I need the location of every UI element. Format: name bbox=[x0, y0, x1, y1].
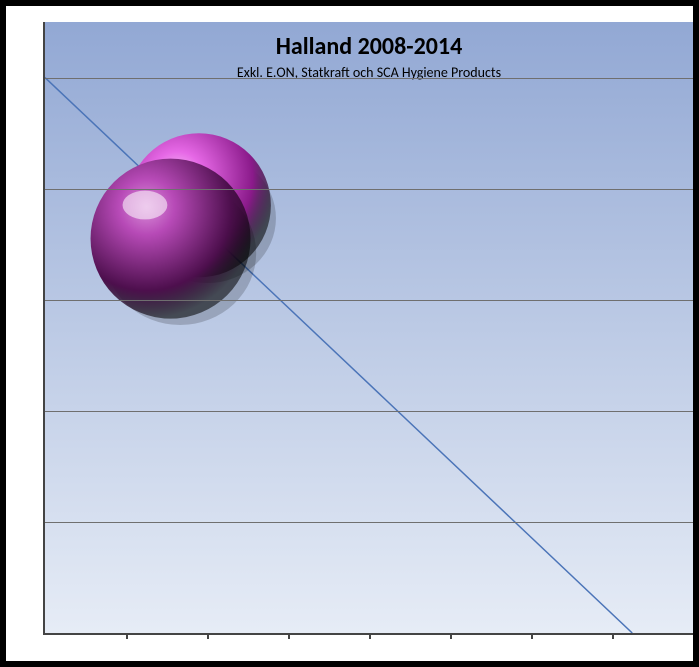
gridline bbox=[45, 189, 693, 190]
chart-svg bbox=[45, 22, 693, 633]
x-tick bbox=[450, 633, 452, 639]
plot-area: Halland 2008-2014 Exkl. E.ON, Statkraft … bbox=[43, 22, 693, 635]
gridline bbox=[45, 300, 693, 301]
gridline bbox=[45, 522, 693, 523]
bubble-highlight bbox=[123, 191, 168, 220]
bubble bbox=[91, 159, 251, 319]
gridline bbox=[45, 78, 693, 79]
trendline bbox=[45, 78, 632, 633]
x-tick bbox=[288, 633, 290, 639]
gridline bbox=[45, 411, 693, 412]
x-tick bbox=[531, 633, 533, 639]
x-tick bbox=[369, 633, 371, 639]
x-tick bbox=[126, 633, 128, 639]
x-tick bbox=[612, 633, 614, 639]
x-tick bbox=[207, 633, 209, 639]
